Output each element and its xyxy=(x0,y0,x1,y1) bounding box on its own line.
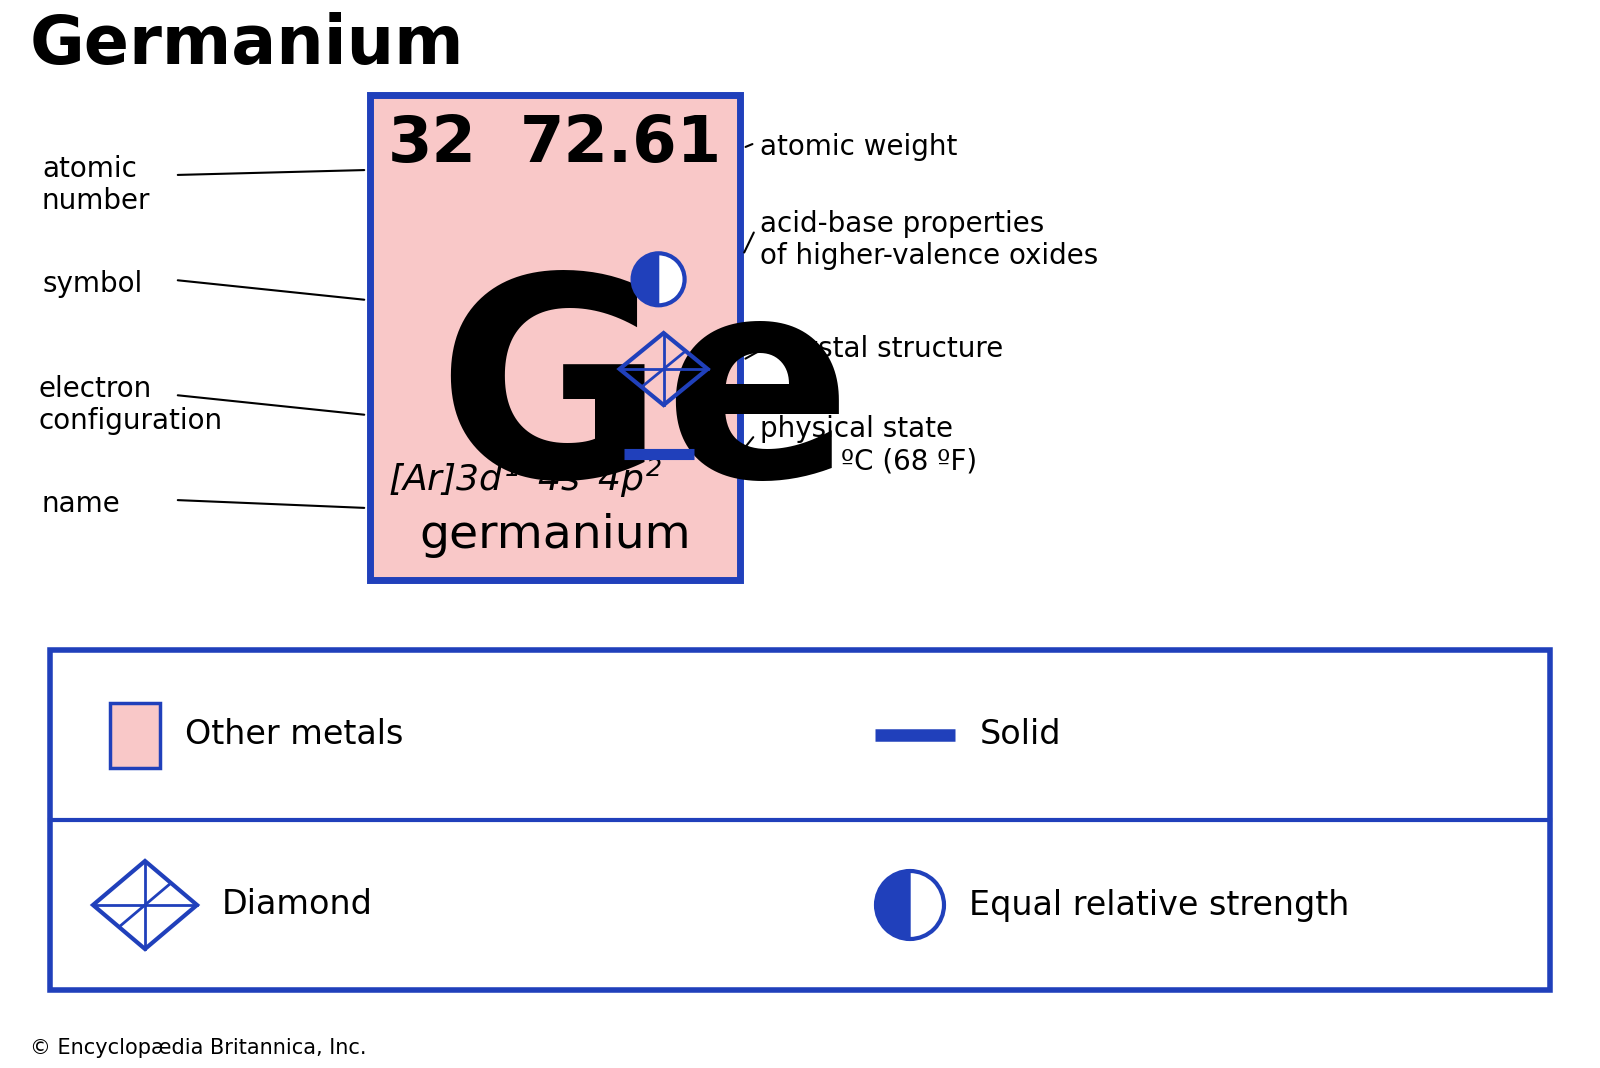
Text: $\mathregular{[Ar]3}d^{\mathregular{10}}\mathregular{4}s^{\mathregular{2}}\mathr: $\mathregular{[Ar]3}d^{\mathregular{10}}… xyxy=(387,456,662,500)
Text: germanium: germanium xyxy=(419,513,691,557)
Text: Diamond: Diamond xyxy=(222,889,373,922)
Text: physical state
at 20 ºC (68 ºF): physical state at 20 ºC (68 ºF) xyxy=(760,415,978,475)
Text: 32: 32 xyxy=(387,113,477,175)
Text: Ge: Ge xyxy=(437,265,853,535)
Text: acid-base properties
of higher-valence oxides: acid-base properties of higher-valence o… xyxy=(760,210,1098,270)
Text: electron
configuration: electron configuration xyxy=(38,375,222,436)
Text: Solid: Solid xyxy=(979,719,1061,752)
Text: Equal relative strength: Equal relative strength xyxy=(970,889,1349,922)
Text: atomic
number: atomic number xyxy=(42,155,150,216)
Bar xyxy=(50,650,1550,990)
Circle shape xyxy=(632,253,685,305)
Text: crystal structure: crystal structure xyxy=(774,335,1003,363)
Text: Germanium: Germanium xyxy=(30,12,464,78)
Circle shape xyxy=(877,871,944,939)
Bar xyxy=(370,95,739,580)
Wedge shape xyxy=(632,253,659,305)
Text: name: name xyxy=(42,490,120,518)
Text: © Encyclopædia Britannica, Inc.: © Encyclopædia Britannica, Inc. xyxy=(30,1038,366,1058)
Text: Other metals: Other metals xyxy=(186,719,403,752)
Bar xyxy=(110,703,160,768)
Text: atomic weight: atomic weight xyxy=(760,134,957,161)
Text: symbol: symbol xyxy=(42,270,142,298)
Wedge shape xyxy=(877,871,910,939)
Text: 72.61: 72.61 xyxy=(520,113,722,175)
